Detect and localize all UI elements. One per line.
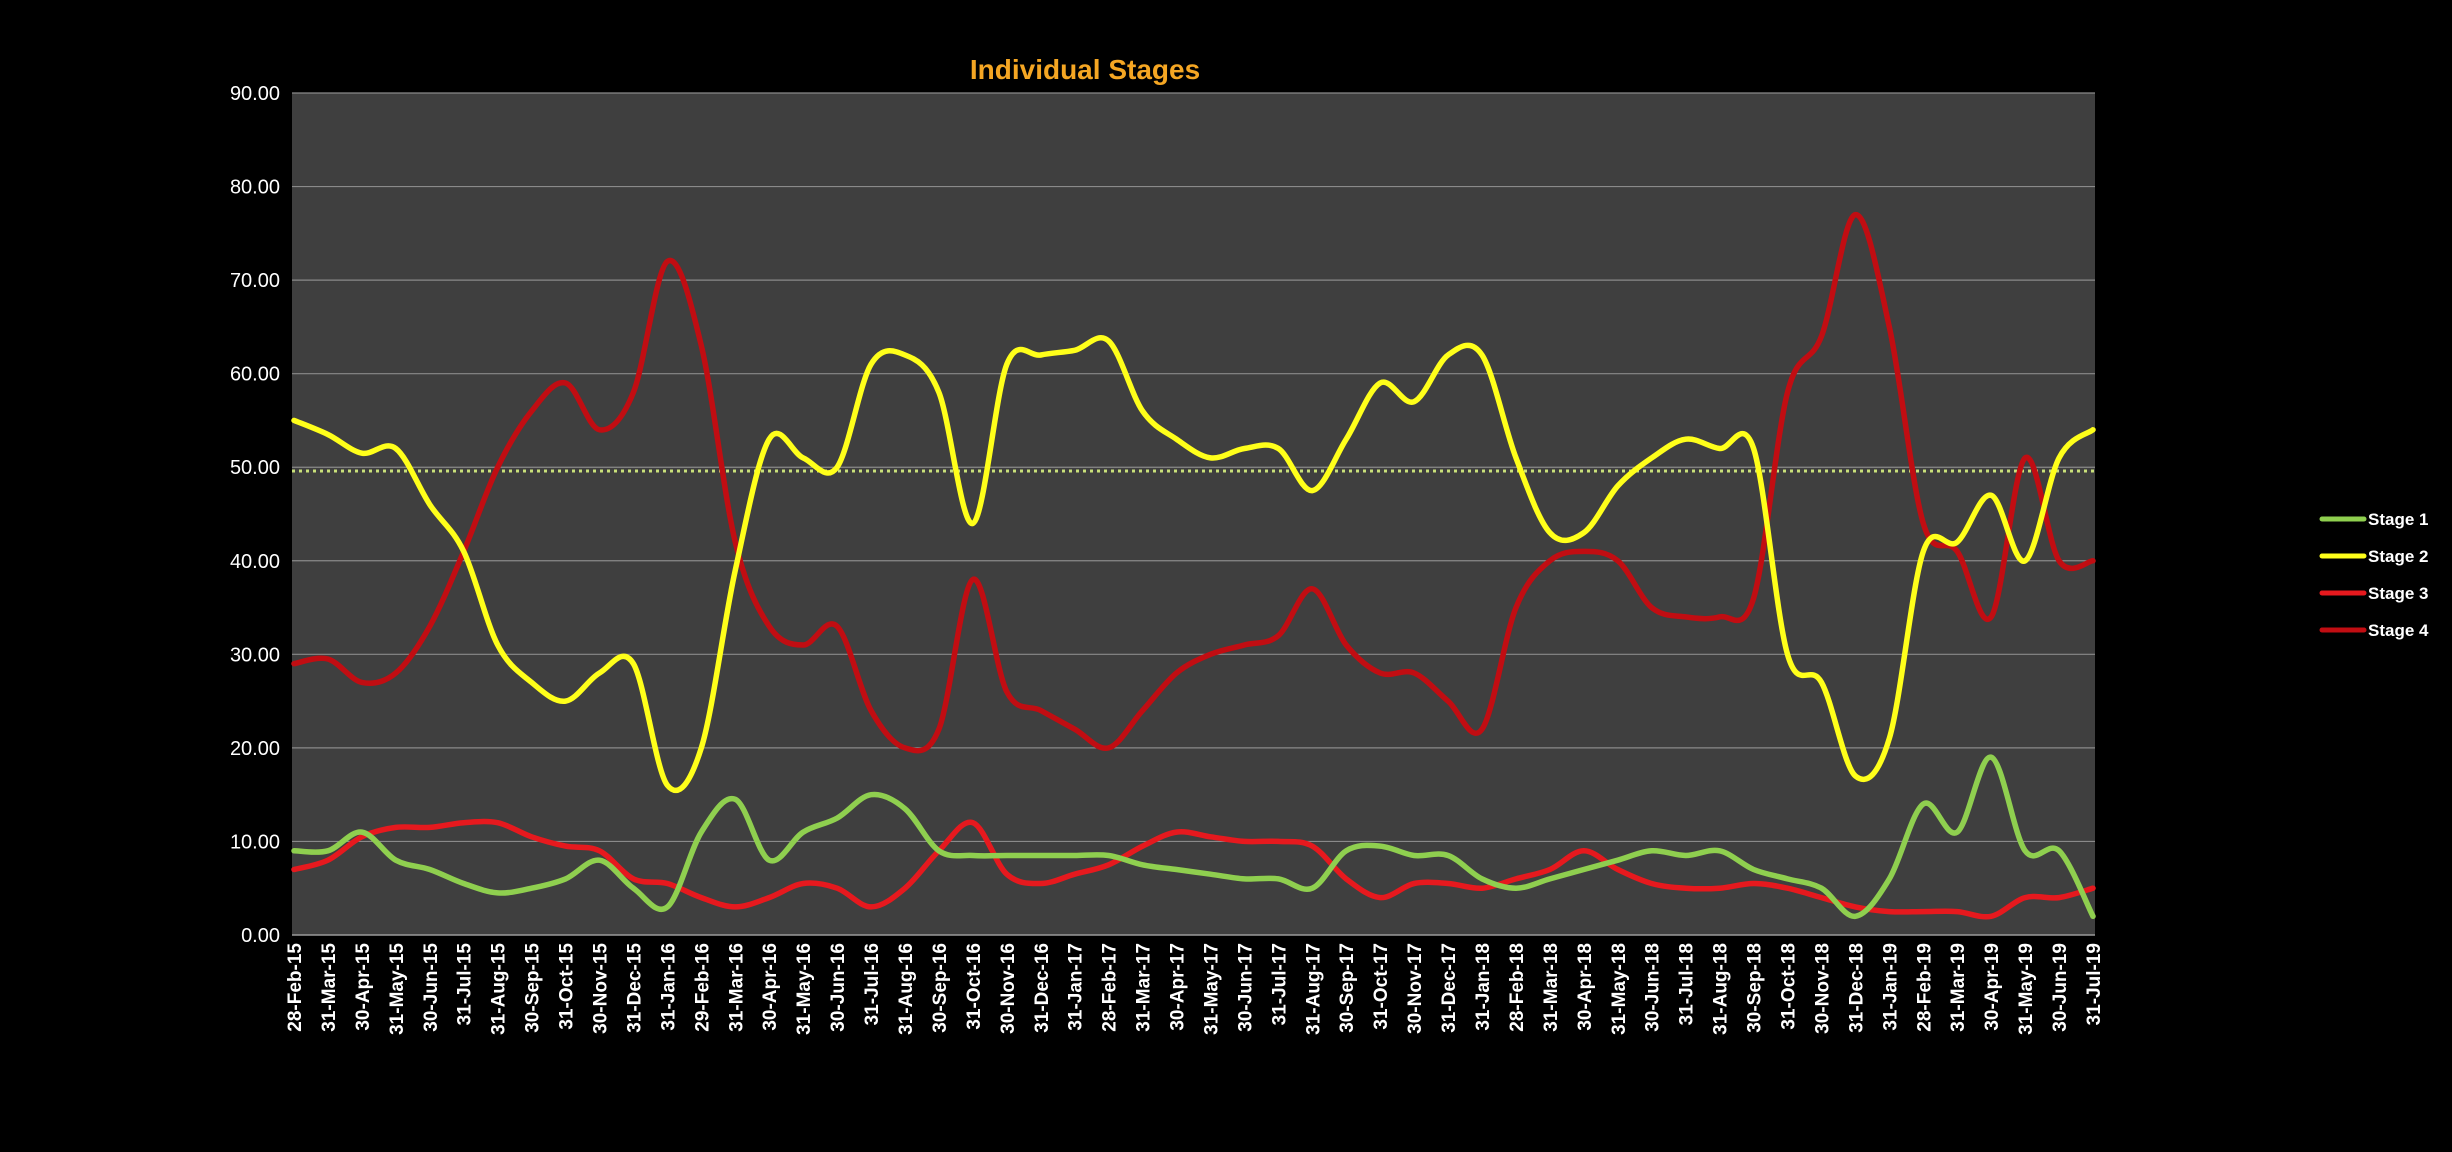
legend-label: Stage 4 [2368, 621, 2429, 640]
x-tick-label: 30-Jun-18 [1643, 943, 1664, 1032]
x-tick-label: 31-Oct-17 [1371, 943, 1392, 1030]
x-tick-label: 31-Oct-16 [964, 943, 985, 1030]
x-tick-label: 31-Aug-15 [489, 943, 510, 1035]
x-tick-label: 31-May-16 [794, 943, 815, 1035]
x-tick-label: 31-May-19 [2016, 943, 2037, 1035]
x-tick-label: 31-Mar-19 [1948, 943, 1969, 1032]
x-tick-label: 31-Jul-16 [862, 943, 883, 1025]
x-tick-label: 30-Jun-17 [1235, 943, 1256, 1032]
legend-label: Stage 3 [2368, 584, 2428, 603]
x-tick-label: 30-Nov-18 [1812, 943, 1833, 1034]
x-tick-label: 30-Jun-15 [421, 943, 442, 1032]
gridlines [292, 92, 2095, 936]
x-tick-label: 30-Jun-19 [2050, 943, 2071, 1032]
x-tick-label: 28-Feb-17 [1100, 943, 1121, 1032]
y-tick-label: 0.00 [241, 925, 280, 947]
x-tick-label: 31-Dec-15 [624, 943, 645, 1033]
x-tick-label: 31-Jul-17 [1269, 943, 1290, 1025]
x-tick-label: 30-Sep-18 [1745, 943, 1766, 1033]
series-lines [291, 211, 2096, 920]
x-tick-label: 30-Sep-17 [1337, 943, 1358, 1033]
y-tick-label: 10.00 [230, 831, 280, 853]
x-tick-label: 30-Apr-18 [1575, 943, 1596, 1031]
x-tick-label: 31-Jul-18 [1677, 943, 1698, 1025]
x-tick-label: 31-Jan-18 [1473, 943, 1494, 1031]
x-tick-label: 31-May-15 [387, 943, 408, 1035]
y-tick-label: 60.00 [230, 364, 280, 386]
legend-label: Stage 2 [2368, 547, 2428, 566]
x-tick-label: 31-Oct-18 [1779, 943, 1800, 1030]
x-tick-label: 30-Apr-16 [760, 943, 781, 1031]
chart-title: Individual Stages [970, 54, 1200, 85]
x-tick-label: 31-Dec-17 [1439, 943, 1460, 1033]
x-tick-label: 31-Mar-18 [1541, 943, 1562, 1032]
x-tick-label: 28-Feb-18 [1507, 943, 1528, 1032]
y-tick-label: 30.00 [230, 644, 280, 666]
x-tick-label: 30-Nov-15 [590, 943, 611, 1034]
x-tick-label: 28-Feb-19 [1914, 943, 1935, 1032]
y-tick-label: 90.00 [230, 83, 280, 105]
x-tick-label: 31-Oct-15 [557, 943, 578, 1030]
y-tick-label: 50.00 [230, 457, 280, 479]
legend: Stage 1 Stage 2 Stage 3 Stage 4 [2319, 510, 2429, 640]
x-tick-label: 31-May-17 [1201, 943, 1222, 1035]
x-tick-label: 31-Aug-18 [1711, 943, 1732, 1035]
x-tick-label: 31-Aug-17 [1303, 943, 1324, 1035]
y-tick-label: 40.00 [230, 551, 280, 573]
y-tick-label: 70.00 [230, 270, 280, 292]
series-line-stage-3 [291, 818, 2096, 920]
x-tick-label: 28-Feb-15 [285, 943, 306, 1032]
plot-area [292, 93, 2095, 935]
x-tick-label: 31-Mar-16 [726, 943, 747, 1032]
x-tick-label: 31-Jan-17 [1066, 943, 1087, 1031]
y-tick-label: 80.00 [230, 177, 280, 199]
x-tick-label: 29-Feb-16 [692, 943, 713, 1032]
x-axis-ticks: 28-Feb-15 31-Mar-15 30-Apr-15 31-May-15 30-J… [285, 943, 2105, 1035]
legend-label: Stage 1 [2368, 510, 2428, 529]
x-tick-label: 30-Sep-16 [930, 943, 951, 1033]
x-tick-label: 30-Nov-17 [1405, 943, 1426, 1034]
x-tick-label: 30-Apr-17 [1168, 943, 1189, 1031]
x-tick-label: 31-Aug-16 [896, 943, 917, 1035]
series-line-stage-2 [291, 335, 2096, 794]
x-tick-label: 30-Jun-16 [828, 943, 849, 1032]
x-tick-label: 30-Apr-15 [353, 943, 374, 1031]
x-tick-label: 31-Dec-18 [1846, 943, 1867, 1033]
y-axis-ticks: 0.00 10.00 20.00 30.00 40.00 50.00 60.00 70.00 8… [230, 83, 280, 947]
x-tick-label: 31-Mar-17 [1134, 943, 1155, 1032]
x-tick-label: 31-May-18 [1609, 943, 1630, 1035]
x-tick-label: 31-Jan-19 [1880, 943, 1901, 1031]
series-line-stage-1 [291, 754, 2096, 920]
x-tick-label: 31-Jul-19 [2084, 943, 2105, 1025]
x-tick-label: 30-Sep-15 [523, 943, 544, 1033]
x-tick-label: 31-Dec-16 [1032, 943, 1053, 1033]
x-tick-label: 31-Jul-15 [455, 943, 476, 1026]
series-line-stage-4 [291, 211, 2096, 754]
x-tick-label: 30-Nov-16 [998, 943, 1019, 1034]
x-tick-label: 30-Apr-19 [1982, 943, 2003, 1031]
x-tick-label: 31-Jan-16 [658, 943, 679, 1031]
x-tick-label: 31-Mar-15 [319, 943, 340, 1032]
y-tick-label: 20.00 [230, 738, 280, 760]
